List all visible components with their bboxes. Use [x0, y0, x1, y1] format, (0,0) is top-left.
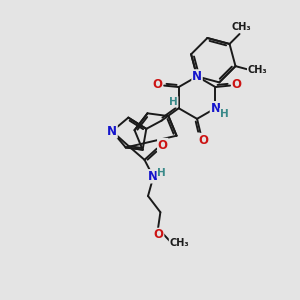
Text: O: O [232, 78, 242, 91]
Text: N: N [210, 102, 220, 115]
Text: O: O [152, 78, 163, 91]
Text: N: N [107, 125, 117, 138]
Text: CH₃: CH₃ [231, 22, 251, 32]
Text: CH₃: CH₃ [169, 238, 189, 248]
Text: O: O [158, 139, 168, 152]
Text: N: N [192, 70, 202, 83]
Text: H: H [169, 97, 178, 107]
Text: CH₃: CH₃ [248, 65, 267, 75]
Text: H: H [220, 109, 229, 118]
Text: O: O [199, 134, 208, 146]
Text: O: O [154, 228, 164, 242]
Text: H: H [157, 168, 166, 178]
Text: N: N [148, 170, 158, 183]
